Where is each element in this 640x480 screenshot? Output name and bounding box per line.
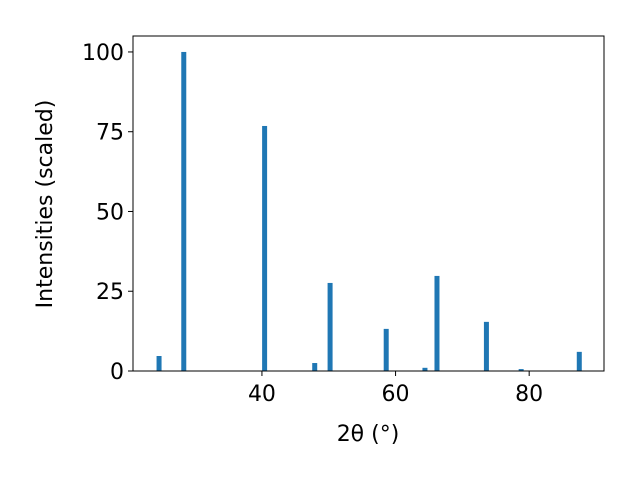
y-tick-label: 0 [110, 360, 124, 385]
plot-frame [132, 35, 605, 372]
y-tick-label: 100 [82, 41, 124, 66]
bar [181, 51, 187, 371]
y-axis-label: Intensities (scaled) [33, 100, 58, 309]
bar [576, 351, 582, 371]
bar [312, 363, 318, 371]
bar [434, 275, 440, 371]
y-tick-label: 75 [96, 121, 124, 146]
bar [483, 321, 489, 371]
x-tick-label: 40 [248, 382, 276, 407]
x-axis-label: 2θ (°) [337, 422, 400, 447]
bar [156, 356, 162, 371]
x-tick-label: 60 [382, 382, 410, 407]
bar [518, 369, 524, 371]
bar [327, 282, 333, 371]
y-tick-label: 25 [96, 280, 124, 305]
bar [383, 328, 389, 371]
bar [262, 125, 268, 371]
bar [422, 367, 428, 371]
x-tick-label: 80 [515, 382, 543, 407]
y-tick-label: 50 [96, 200, 124, 225]
